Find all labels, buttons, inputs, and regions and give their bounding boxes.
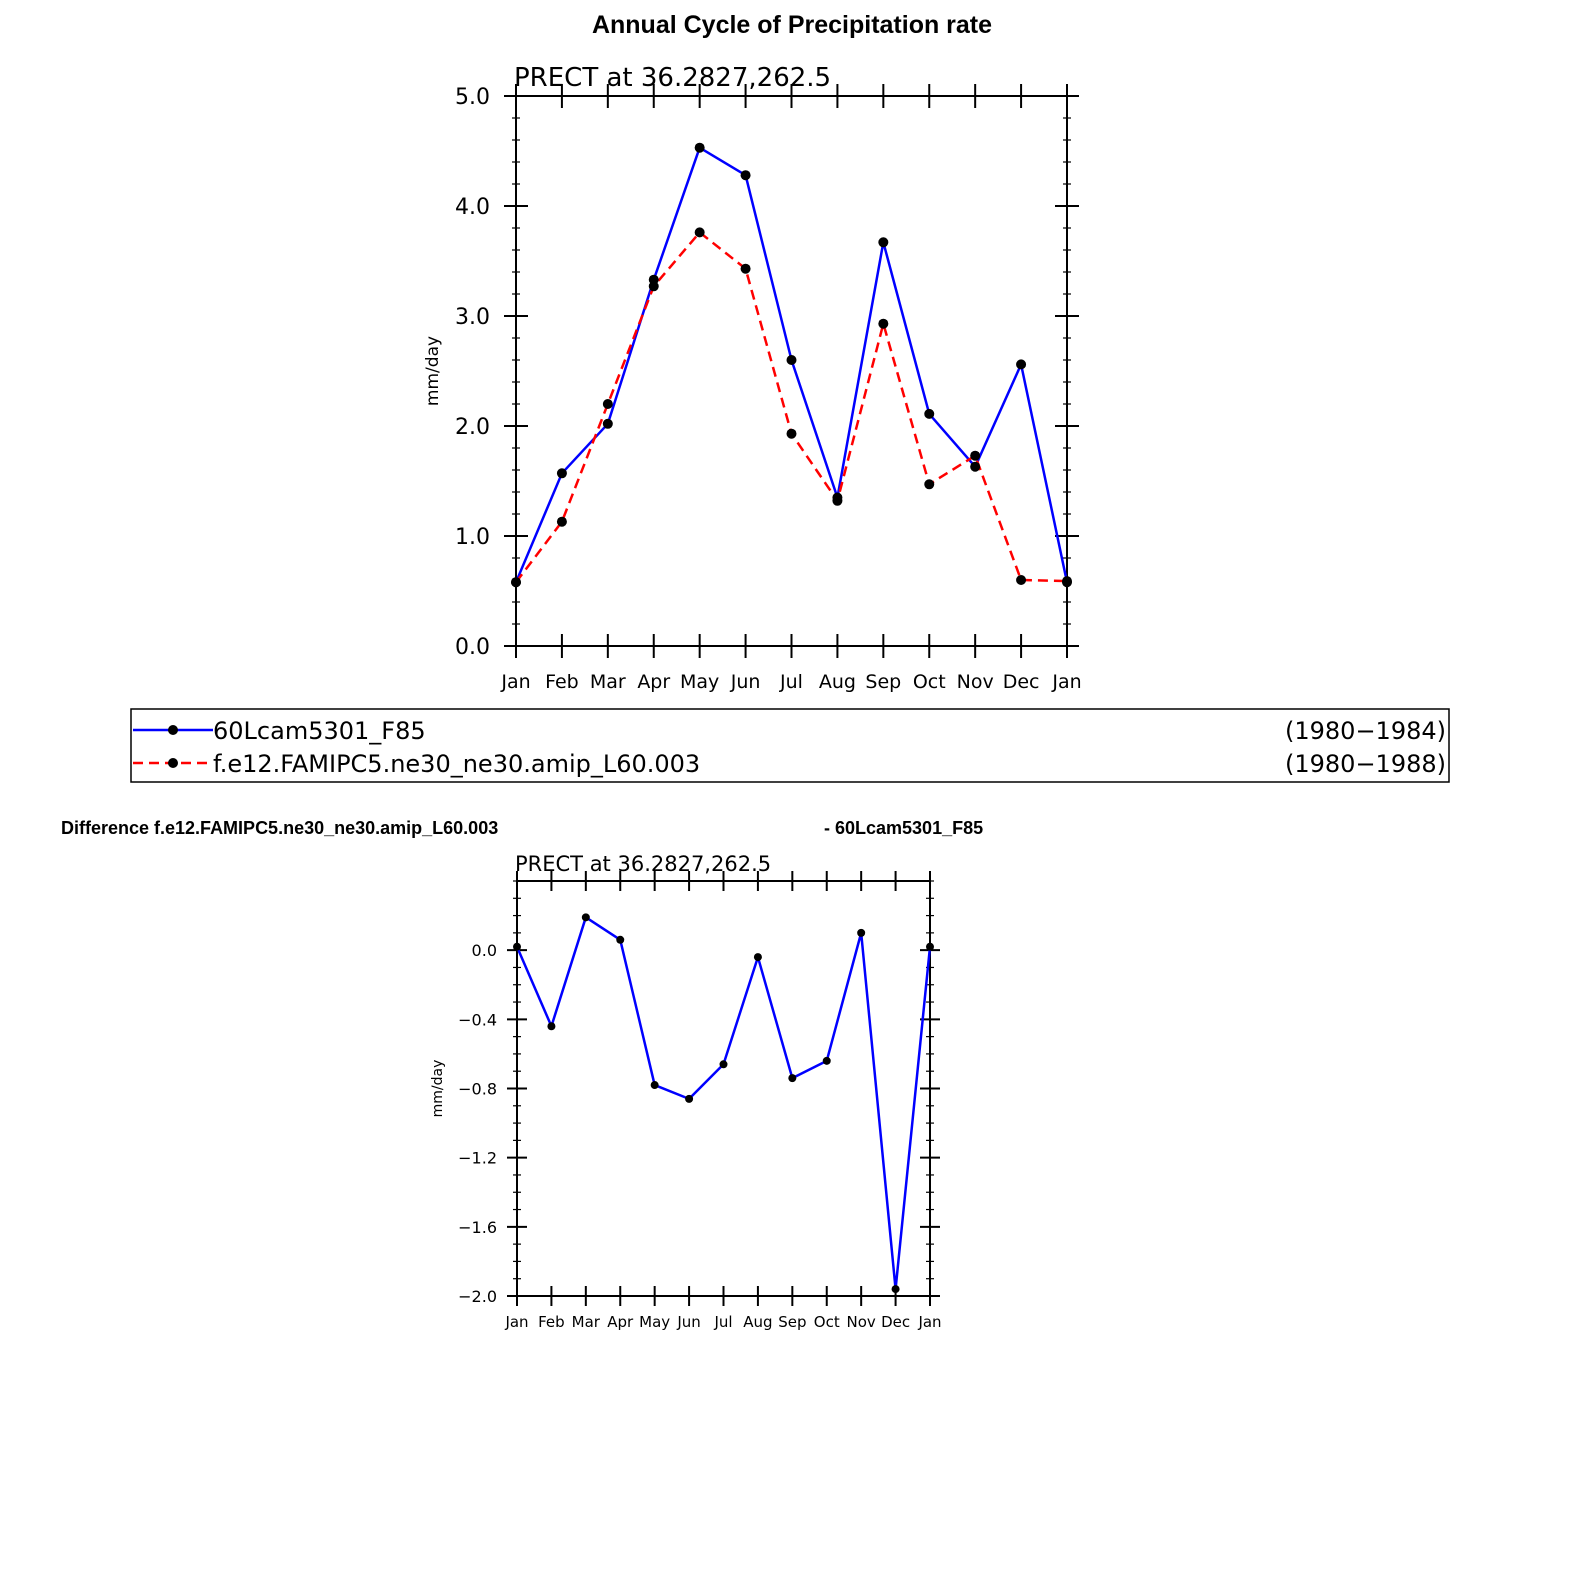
data-point-series-1 [581,913,590,922]
chart-subtitle: PRECT at 36.2827,262.5 [515,852,771,876]
x-tick-label: Aug [743,1313,772,1331]
data-point-series-1 [547,1022,556,1031]
x-tick-label: Jan [504,1313,528,1331]
y-tick-label: −2.0 [458,1287,497,1306]
y-tick-label: 0.0 [472,941,497,960]
x-tick-label: May [639,1313,670,1331]
legend-label: 60Lcam5301_F85 [213,717,426,745]
x-tick-label: Sep [778,1313,806,1331]
legend-box [130,708,1450,783]
data-point-series-1 [786,355,797,365]
x-tick-label: Mar [572,1313,601,1331]
data-point-series-2 [740,263,751,274]
data-point-series-1 [822,1056,831,1065]
data-point-series-1 [602,418,613,429]
data-point-series-1 [616,935,625,944]
plot-frame [516,880,931,1297]
y-tick-label: 1.0 [455,525,490,550]
data-point-series-1 [857,928,866,937]
y-tick-label: −1.6 [458,1218,497,1237]
diff-title-left: Difference f.e12.FAMIPC5.ne30_ne30.amip_… [61,818,498,838]
data-point-series-1 [513,942,521,951]
data-point-series-2 [648,281,659,292]
x-tick-label: Mar [590,671,626,693]
data-point-series-1 [740,170,751,181]
data-point-series-1 [694,142,705,153]
x-tick-label: Dec [881,1313,910,1331]
legend-marker-2 [168,758,178,768]
x-tick-label: Jul [713,1313,732,1331]
series-line-1 [515,916,932,1291]
data-point-series-1 [685,1094,694,1103]
legend-years: (1980−1988) [1285,750,1446,778]
y-axis-label: mm/day [423,336,443,406]
y-axis-label: mm/day [430,1060,446,1118]
y-tick-label: 2.0 [455,415,490,440]
data-point-series-1 [926,942,934,951]
x-tick-label: Jun [730,671,761,693]
data-point-series-2 [1062,576,1072,587]
x-tick-label: Jan [1051,671,1081,693]
y-tick-label: −1.2 [458,1149,497,1168]
data-point-series-2 [970,450,981,461]
legend-label: f.e12.FAMIPC5.ne30_ne30.amip_L60.003 [213,750,700,778]
x-tick-label: Dec [1003,671,1040,693]
data-point-series-1 [753,953,762,962]
series-line-2 [515,231,1068,583]
y-tick-label: 3.0 [455,305,490,330]
x-tick-label: Jan [500,671,530,693]
x-tick-label: Feb [538,1313,565,1331]
x-tick-label: Apr [637,671,670,693]
legend-marker-1 [168,725,178,735]
data-point-series-1 [1016,359,1027,370]
data-point-series-1 [891,1285,900,1294]
data-point-series-2 [602,399,613,409]
data-point-series-1 [788,1074,797,1083]
x-tick-label: Oct [814,1313,840,1331]
y-tick-label: −0.4 [458,1010,497,1029]
data-point-series-1 [878,237,889,248]
x-tick-label: Nov [957,671,994,693]
chart-subtitle: PRECT at 36.2827,262.5 [514,63,831,93]
legend-years: (1980−1984) [1285,717,1446,745]
data-point-series-1 [924,408,935,419]
data-point-series-1 [970,461,981,472]
legend: 60Lcam5301_F85 (1980−1984) f.e12.FAMIPC5.n… [130,708,1450,783]
data-point-series-2 [694,227,705,238]
y-tick-label: 0.0 [455,635,490,660]
main-title: Annual Cycle of Precipitation rate [592,11,992,39]
x-tick-label: Feb [545,671,579,693]
y-tick-label: −0.8 [458,1080,497,1099]
y-tick-label: 5.0 [455,85,490,110]
data-point-series-2 [1016,575,1027,585]
data-point-series-1 [556,468,567,479]
x-tick-label: Sep [865,671,901,693]
data-point-series-2 [924,479,935,490]
data-point-series-2 [786,428,797,439]
chart-difference: PRECT at 36.2827,262.5 mm/day Jan Feb Mar Apr… [430,852,942,1331]
data-point-series-2 [511,577,521,588]
data-point-series-2 [878,318,889,329]
y-tick-label: 4.0 [455,195,490,220]
data-point-series-2 [556,516,567,527]
plot-frame [515,95,1068,647]
diff-title-right: - 60Lcam5301_F85 [824,818,983,838]
x-tick-label: Jan [917,1313,941,1331]
x-tick-label: Apr [607,1313,634,1331]
x-tick-label: Jul [779,671,803,693]
x-tick-label: Jun [676,1313,700,1331]
data-point-series-1 [719,1060,728,1069]
data-point-series-2 [832,495,843,506]
x-tick-label: Oct [913,671,946,693]
x-tick-label: Aug [819,671,856,693]
x-tick-label: Nov [847,1313,876,1331]
chart-annual-cycle: PRECT at 36.2827,262.5 mm/day Jan Feb Mar Apr… [423,63,1082,693]
data-point-series-1 [650,1081,659,1090]
x-tick-label: May [680,671,719,693]
